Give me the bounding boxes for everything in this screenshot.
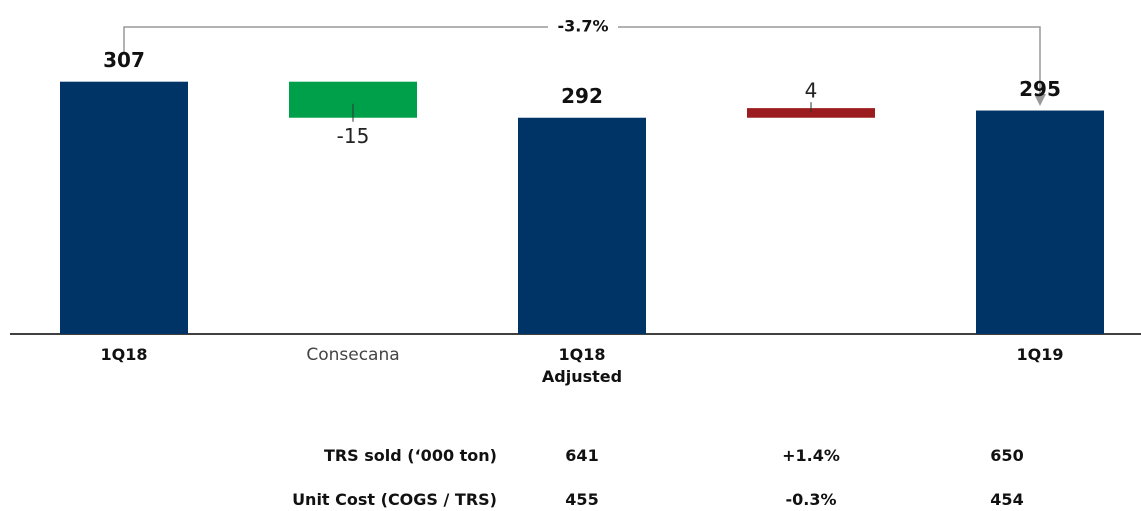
table-cell: +1.4%	[782, 446, 840, 465]
bar	[976, 110, 1104, 334]
x-tick-label: 1Q18	[100, 345, 148, 364]
annotation-bg	[548, 16, 618, 38]
x-tick-label: 1Q19	[1016, 345, 1064, 364]
table-cell: 455	[565, 490, 599, 509]
value-label: 295	[1019, 77, 1061, 101]
x-tick-label: 1Q18 Adjusted	[541, 345, 623, 386]
bar	[60, 81, 188, 334]
row-label: TRS sold (‘000 ton)	[323, 446, 497, 465]
table-cell: 641	[565, 446, 599, 465]
annotation: -3.7%	[557, 17, 608, 36]
value-label: 4	[805, 79, 818, 103]
bar	[518, 117, 646, 335]
table-cell: 454	[990, 490, 1024, 509]
value-label: 292	[561, 84, 603, 108]
table-cell: -0.3%	[785, 490, 837, 509]
value-label: -15	[337, 124, 370, 148]
row-label: Unit Cost (COGS / TRS)	[292, 490, 497, 509]
arrow-head	[1034, 94, 1046, 106]
table-cell: 650	[990, 446, 1024, 465]
value-label: 307	[103, 48, 145, 72]
x-tick-label: Consecana	[306, 345, 400, 365]
bar	[747, 108, 875, 118]
